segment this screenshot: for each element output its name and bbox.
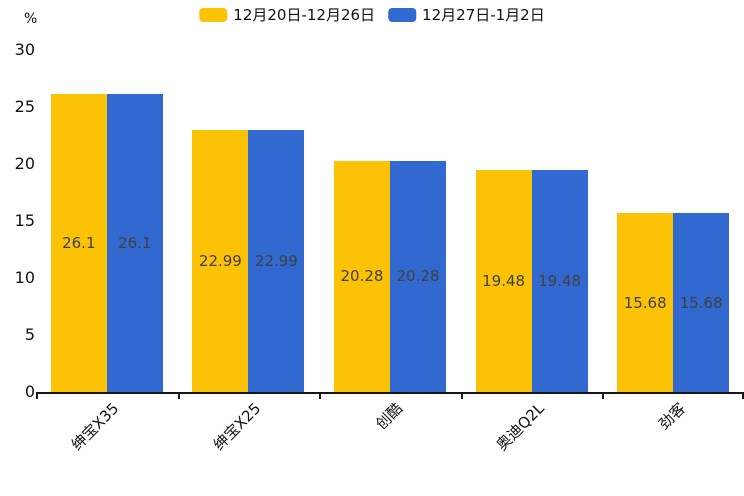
y-tick-label: 5 bbox=[24, 325, 35, 344]
bar-value-label: 19.48 bbox=[538, 271, 582, 290]
bar-week1-奥迪Q2L: 19.48 bbox=[475, 169, 532, 392]
legend-item-week1: 12月20日-12月26日 bbox=[199, 6, 375, 24]
legend-swatch-week2-icon bbox=[388, 8, 417, 22]
x-category-label: 奥迪Q2L bbox=[492, 399, 548, 455]
y-tick-label: 0 bbox=[24, 382, 35, 401]
y-tick-label: 30 bbox=[14, 40, 35, 59]
bar-value-label: 26.1 bbox=[62, 234, 96, 253]
legend-swatch-week1-icon bbox=[199, 8, 228, 22]
bar-value-label: 20.28 bbox=[396, 267, 440, 286]
x-axis-tick bbox=[742, 394, 744, 399]
bar-week1-绅宝X35: 26.1 bbox=[50, 94, 107, 392]
x-axis-tick bbox=[319, 394, 322, 399]
y-tick-label: 15 bbox=[14, 211, 35, 230]
x-axis-tick bbox=[177, 394, 180, 399]
bar-week2-奥迪Q2L: 19.48 bbox=[531, 169, 588, 392]
bar-value-label: 22.99 bbox=[198, 251, 242, 270]
y-tick-label: 20 bbox=[14, 154, 35, 173]
bar-value-label: 15.68 bbox=[623, 293, 667, 312]
y-tick-label: 25 bbox=[14, 97, 35, 116]
legend-item-week2: 12月27日-1月2日 bbox=[388, 6, 545, 24]
bar-week1-绅宝X25: 22.99 bbox=[192, 129, 249, 392]
bar-week1-创酷: 20.28 bbox=[334, 160, 390, 392]
bar-week2-创酷: 20.28 bbox=[390, 160, 446, 392]
bar-value-label: 22.99 bbox=[254, 251, 298, 270]
bar-week1-劲客: 15.68 bbox=[617, 213, 674, 392]
bar-week2-绅宝X35: 26.1 bbox=[106, 94, 163, 392]
legend: 12月20日-12月26日 12月27日-1月2日 bbox=[199, 6, 545, 24]
bar-value-label: 19.48 bbox=[482, 271, 526, 290]
bar-value-label: 26.1 bbox=[118, 234, 152, 253]
x-axis-tick bbox=[602, 394, 605, 399]
x-category-label: 绅宝X25 bbox=[209, 399, 265, 455]
x-category-label: 绅宝X35 bbox=[68, 399, 123, 455]
x-category-label: 劲客 bbox=[655, 399, 690, 434]
x-axis-line bbox=[36, 392, 744, 394]
y-tick-label: 10 bbox=[14, 268, 35, 287]
x-axis-tick bbox=[460, 394, 463, 399]
legend-label-week1: 12月20日-12月26日 bbox=[233, 6, 376, 24]
bar-week2-绅宝X25: 22.99 bbox=[248, 129, 305, 392]
bar-value-label: 15.68 bbox=[679, 293, 723, 312]
legend-label-week2: 12月27日-1月2日 bbox=[422, 6, 545, 24]
x-category-label: 创酷 bbox=[372, 399, 407, 434]
y-axis-unit-label: % bbox=[24, 11, 38, 27]
bar-week2-劲客: 15.68 bbox=[673, 213, 730, 392]
x-axis-tick bbox=[36, 394, 38, 399]
bar-value-label: 20.28 bbox=[340, 267, 384, 286]
